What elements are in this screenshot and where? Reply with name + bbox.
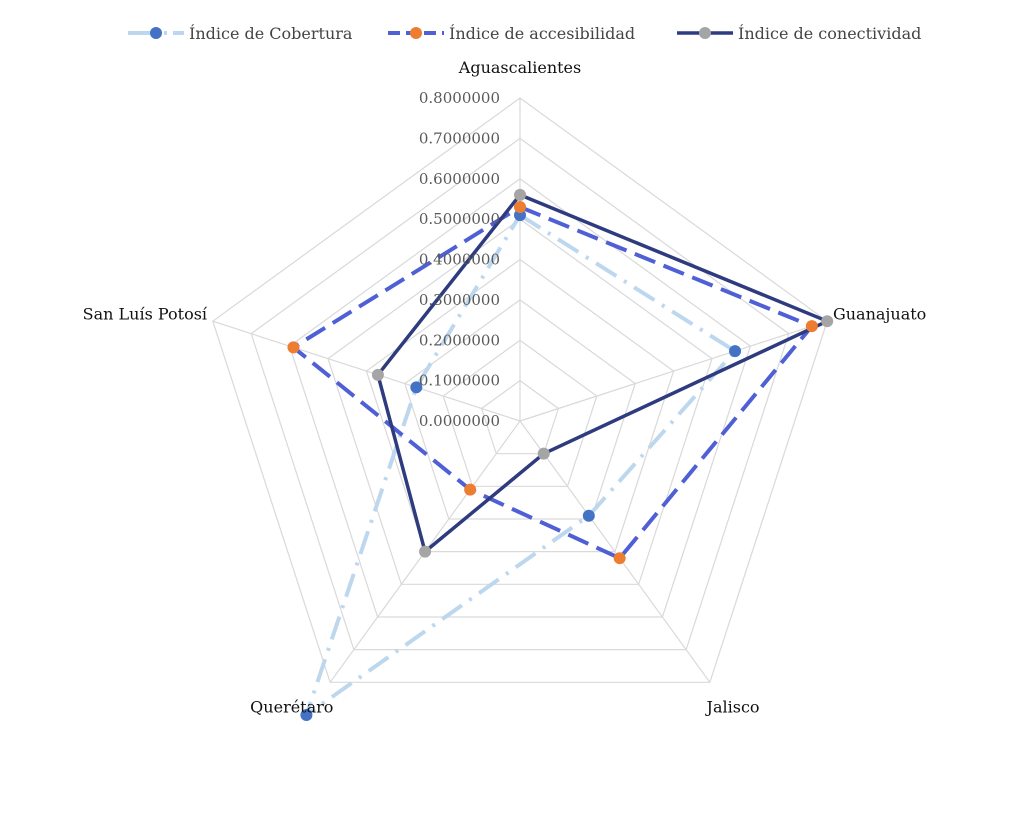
series-indice-de-conectividad xyxy=(376,193,829,554)
category-label-san-luis-potosi: San Luís Potosí xyxy=(83,304,208,323)
data-point xyxy=(419,545,432,558)
radar-series xyxy=(287,188,834,721)
category-label-jalisco: Jalisco xyxy=(705,698,760,717)
data-point xyxy=(582,509,595,522)
grid-ring xyxy=(480,379,560,455)
data-point xyxy=(821,315,834,328)
markers-indice-de-cobertura xyxy=(300,209,742,721)
grid-ring xyxy=(327,218,713,585)
data-point xyxy=(613,552,626,565)
grid-spoke xyxy=(212,320,521,422)
grid-ring xyxy=(288,178,752,618)
tick-label: 0.3000000 xyxy=(419,291,500,309)
legend[interactable]: Índice de Cobertura Índice de accesibilid… xyxy=(128,23,921,43)
data-point xyxy=(514,201,526,214)
tick-label: 0.8000000 xyxy=(419,89,500,107)
tick-label: 0.1000000 xyxy=(419,372,500,390)
legend-item-indice-de-accesibilidad[interactable]: Índice de accesibilidad xyxy=(388,23,635,43)
legend-marker xyxy=(150,27,162,39)
markers-indice-de-accesibilidad xyxy=(287,201,818,565)
grid-spoke xyxy=(519,320,828,422)
tick-label: 0.4000000 xyxy=(419,251,500,269)
data-point xyxy=(371,368,384,381)
radar-grid xyxy=(212,97,828,683)
tick-label: 0.6000000 xyxy=(419,170,500,188)
tick-label: 0.0000000 xyxy=(419,412,500,430)
category-labels: Aguascalientes Guanajuato Jalisco Querétaro… xyxy=(83,58,927,717)
data-point xyxy=(287,341,300,354)
tick-label: 0.7000000 xyxy=(419,129,500,147)
legend-marker xyxy=(410,27,422,39)
tick-label: 0.5000000 xyxy=(419,210,500,228)
grid-ring xyxy=(212,97,828,683)
series-line xyxy=(291,205,814,561)
category-label-queretaro: Querétaro xyxy=(250,698,333,717)
grid-ring xyxy=(250,137,790,651)
data-point xyxy=(514,188,526,201)
category-label-aguascalientes: Aguascalientes xyxy=(458,58,581,77)
data-point xyxy=(464,483,477,496)
data-point xyxy=(537,447,550,460)
markers-indice-de-conectividad xyxy=(371,188,834,558)
data-point xyxy=(729,345,742,358)
data-point xyxy=(410,381,423,394)
series-indice-de-cobertura xyxy=(304,213,738,717)
grid-ring xyxy=(365,258,675,553)
data-point xyxy=(300,708,313,721)
series-indice-de-accesibilidad xyxy=(291,205,814,561)
series-line xyxy=(304,213,738,717)
legend-marker xyxy=(699,27,711,39)
category-label-guanajuato: Guanajuato xyxy=(833,304,926,323)
grid-ring xyxy=(442,339,598,487)
legend-item-indice-de-cobertura[interactable]: Índice de Cobertura xyxy=(128,23,353,43)
legend-label: Índice de Cobertura xyxy=(189,23,353,43)
series-line xyxy=(376,193,829,554)
radial-tick-labels: 0.0000000 0.1000000 0.2000000 0.3000000 0.40… xyxy=(419,89,500,430)
legend-item-indice-de-conectividad[interactable]: Índice de conectividad xyxy=(677,23,921,43)
legend-label: Índice de conectividad xyxy=(738,23,921,43)
grid-ring xyxy=(404,299,636,520)
grid-spoke xyxy=(519,420,711,683)
legend-label: Índice de accesibilidad xyxy=(449,23,635,43)
tick-label: 0.2000000 xyxy=(419,331,500,349)
data-point xyxy=(805,320,818,333)
